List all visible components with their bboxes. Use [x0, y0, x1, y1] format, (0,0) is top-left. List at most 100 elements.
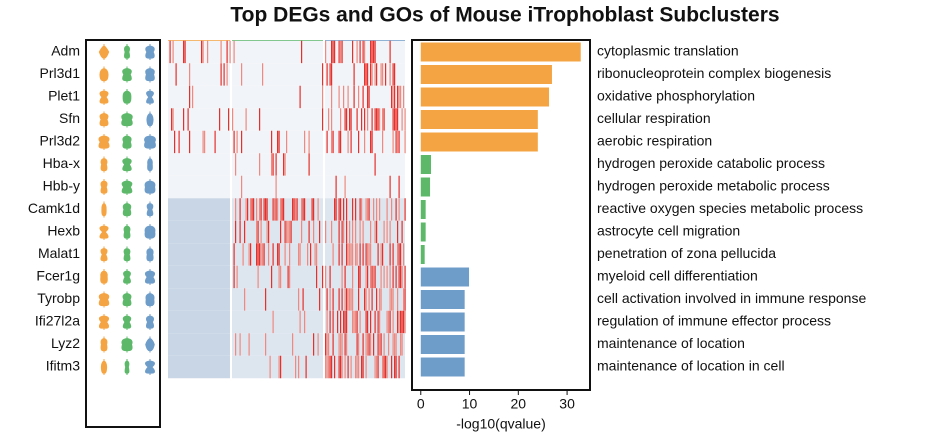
heat-stripe: [392, 310, 394, 334]
heat-stripe: [319, 288, 321, 311]
heat-stripe: [347, 130, 349, 154]
violin: [144, 179, 156, 195]
violin: [146, 111, 154, 128]
heat-stripe: [299, 85, 301, 109]
heat-stripe: [367, 243, 369, 266]
heat-stripe: [275, 175, 277, 199]
heat-stripe: [386, 310, 388, 334]
heat-stripe: [346, 220, 348, 244]
heat-stripe: [380, 63, 382, 86]
heat-stripe: [359, 40, 361, 64]
heat-stripe: [376, 355, 378, 379]
heat-stripe: [235, 333, 237, 356]
heat-stripe: [239, 220, 241, 244]
heat-stripe: [367, 85, 369, 109]
gene-label: Prl3d1: [40, 65, 81, 81]
violin: [122, 201, 132, 218]
heat-stripe: [301, 198, 303, 221]
heat-stripe: [377, 310, 379, 334]
heat-stripe: [338, 198, 340, 221]
bar: [420, 132, 538, 152]
heat-stripe: [328, 108, 330, 131]
violin: [122, 89, 132, 105]
heat-stripe: [239, 198, 241, 221]
heat-stripe: [314, 243, 316, 266]
heat-stripe: [256, 198, 258, 221]
heat-stripe: [362, 333, 364, 356]
heat-cell: [325, 243, 405, 266]
heat-stripe: [398, 130, 400, 154]
heat-stripe: [389, 220, 391, 244]
heat-stripe: [250, 243, 252, 266]
heat-stripe: [371, 265, 373, 289]
violin: [99, 224, 109, 240]
heat-cell: [168, 85, 230, 109]
heat-stripe: [308, 153, 310, 176]
heat-stripe: [358, 355, 360, 379]
heat-stripe: [251, 198, 253, 221]
heat-stripe: [380, 288, 382, 311]
heat-stripe: [367, 333, 369, 356]
heat-cell: [168, 243, 230, 266]
heat-stripe: [338, 40, 340, 64]
heat-stripe: [298, 355, 300, 379]
heat-stripe: [169, 40, 171, 64]
gene-label: Ifi27l2a: [35, 313, 80, 329]
heat-stripe: [379, 333, 381, 356]
heat-stripe: [184, 40, 186, 64]
heat-stripe: [371, 288, 373, 311]
heat-stripe: [361, 198, 363, 221]
heat-stripe: [283, 198, 285, 221]
heat-cell: [232, 310, 323, 334]
heat-stripe: [242, 243, 244, 266]
heat-stripe: [371, 108, 373, 131]
heat-stripe: [389, 265, 391, 289]
heat-stripe: [172, 40, 174, 64]
violin: [101, 201, 107, 218]
heat-stripe: [268, 243, 270, 266]
bar: [420, 357, 465, 377]
heat-stripe: [241, 63, 243, 86]
heat-stripe: [338, 288, 340, 311]
heat-stripe: [370, 243, 372, 266]
heat-stripe: [356, 310, 358, 334]
heat-stripe: [371, 130, 373, 154]
go-term: myeloid cell differentiation: [597, 268, 758, 284]
heat-stripe: [244, 220, 246, 244]
heat-stripe: [292, 333, 294, 356]
violin: [99, 66, 109, 83]
heat-stripe: [397, 85, 399, 109]
heat-stripe: [385, 63, 387, 86]
heat-stripe: [340, 310, 342, 334]
heat-stripe: [364, 130, 366, 154]
heat-stripe: [341, 243, 343, 266]
heat-stripe: [331, 40, 333, 64]
heat-stripe: [362, 243, 364, 266]
heat-stripe: [370, 40, 372, 64]
gene-label: Hbb-y: [43, 178, 80, 194]
heat-stripe: [263, 243, 265, 266]
heat-stripe: [266, 220, 268, 244]
heat-stripe: [284, 220, 286, 244]
heat-stripe: [355, 220, 357, 244]
heat-stripe: [388, 333, 390, 356]
go-term: maintenance of location: [597, 335, 745, 351]
go-term: aerobic respiration: [597, 133, 712, 149]
heat-stripe: [371, 40, 373, 64]
heat-cell: [168, 220, 230, 244]
heat-stripe: [394, 333, 396, 356]
heat-stripe: [192, 85, 194, 109]
heat-stripe: [280, 198, 282, 221]
heat-stripe: [395, 130, 397, 154]
heat-stripe: [340, 130, 342, 154]
violin: [124, 44, 130, 60]
heat-stripe: [259, 198, 261, 221]
heat-stripe: [389, 40, 391, 64]
heat-stripe: [391, 198, 393, 221]
heat-stripe: [382, 63, 384, 86]
heat-stripe: [280, 355, 282, 379]
heat-stripe: [343, 220, 345, 244]
heat-stripe: [392, 288, 394, 311]
heat-stripe: [340, 355, 342, 379]
heat-stripe: [395, 108, 397, 131]
